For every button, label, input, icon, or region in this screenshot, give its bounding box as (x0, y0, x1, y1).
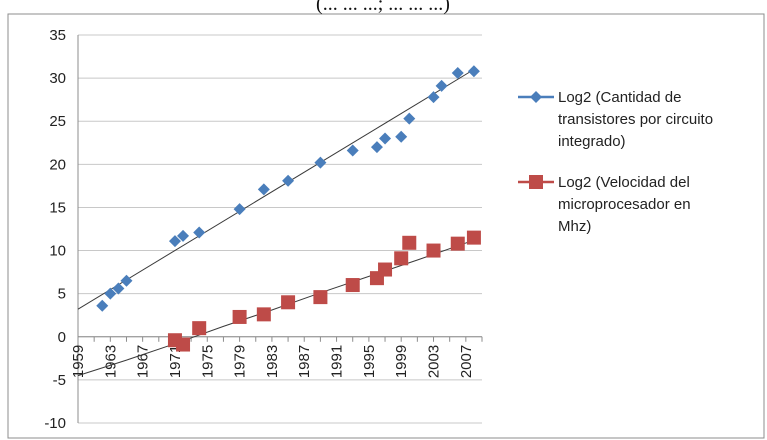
y-tick-label: -10 (44, 415, 66, 432)
chart-title: (... ... ...; ... ... ...) (316, 0, 450, 15)
legend-marker-series-2 (529, 175, 543, 189)
data-points (96, 65, 481, 352)
legend-label-series-2: Log2 (Velocidad del (558, 174, 690, 191)
x-tick-label: 1991 (329, 345, 346, 378)
data-point-series-1 (177, 229, 190, 242)
y-tick-label: 25 (49, 113, 66, 130)
y-tick-label: -5 (53, 372, 66, 389)
data-point-series-1 (314, 156, 327, 169)
x-tick-label: 1987 (296, 345, 313, 378)
data-point-series-1 (467, 65, 480, 78)
data-point-series-2 (256, 307, 271, 322)
x-tick-label: 1995 (361, 345, 378, 378)
legend-label-series-2: Mhz) (558, 218, 591, 235)
data-point-series-1 (112, 282, 125, 295)
legend-marker-series-1 (530, 91, 542, 103)
data-point-series-1 (403, 112, 416, 125)
data-point-series-2 (450, 236, 465, 251)
data-point-series-1 (451, 66, 464, 79)
legend-label-series-2: microprocesador en (558, 196, 691, 213)
data-point-series-2 (402, 235, 417, 250)
y-tick-label: 35 (49, 27, 66, 44)
x-tick-label: 1967 (135, 345, 152, 378)
x-tick-label: 1959 (70, 345, 87, 378)
y-tick-label: 10 (49, 243, 66, 260)
data-point-series-2 (466, 230, 481, 245)
x-tick-label: 1963 (102, 345, 119, 378)
y-tick-label: 30 (49, 70, 66, 87)
x-tick-label: 2007 (458, 345, 475, 378)
legend-label-series-1: transistores por circuito (558, 111, 713, 128)
data-point-series-2 (313, 290, 328, 305)
data-point-series-2 (176, 337, 191, 352)
data-point-series-1 (435, 79, 448, 92)
data-point-series-2 (232, 309, 247, 324)
data-point-series-2 (426, 243, 441, 258)
data-point-series-1 (96, 299, 109, 312)
legend: Log2 (Cantidad de transistores por circui… (518, 89, 713, 235)
data-point-series-1 (427, 91, 440, 104)
legend-label-series-1: Log2 (Cantidad de (558, 89, 681, 106)
x-tick-label: 1983 (264, 345, 281, 378)
data-point-series-1 (395, 130, 408, 143)
x-tick-label: 1999 (393, 345, 410, 378)
data-point-series-1 (233, 203, 246, 216)
data-point-series-1 (379, 132, 392, 145)
y-tick-label: 5 (58, 286, 66, 303)
data-point-series-1 (346, 144, 359, 157)
x-tick-label: 1971 (167, 345, 184, 378)
axes: -10 -5 0 5 10 15 20 25 30 35 1959 1963 1967 1971 1975 1… (44, 27, 483, 432)
trendlines (77, 69, 475, 377)
x-tick-label: 1979 (232, 345, 249, 378)
data-point-series-1 (168, 235, 181, 248)
x-tick-label: 2003 (426, 345, 443, 378)
chart-frame (7, 13, 765, 439)
data-point-series-2 (192, 321, 207, 336)
trendline-series-1 (77, 69, 475, 310)
legend-label-series-1: integrado) (558, 133, 626, 150)
x-tick-label: 1975 (199, 345, 216, 378)
data-point-series-2 (281, 295, 296, 310)
data-point-series-1 (120, 274, 133, 287)
data-point-series-1 (104, 287, 117, 300)
y-tick-label: 20 (49, 156, 66, 173)
data-point-series-1 (282, 174, 295, 187)
data-point-series-1 (370, 141, 383, 154)
data-point-series-1 (193, 226, 206, 239)
data-point-series-2 (345, 278, 360, 293)
data-point-series-1 (257, 183, 270, 196)
y-tick-label: 15 (49, 199, 66, 216)
trendline-series-2 (77, 239, 475, 377)
y-tick-label: 0 (58, 329, 66, 346)
data-point-series-2 (378, 262, 393, 277)
data-point-series-2 (394, 251, 409, 266)
